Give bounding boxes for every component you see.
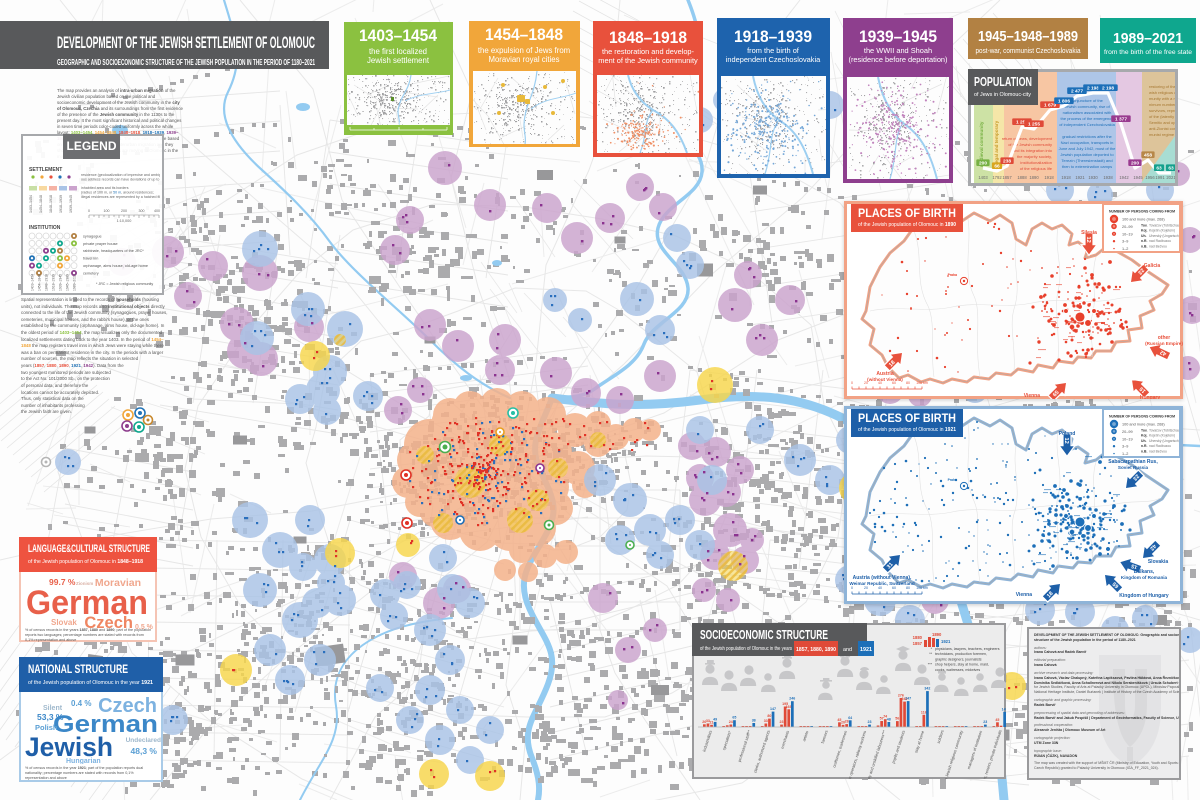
- svg-text:INSTITUTION: INSTITUTION: [29, 225, 61, 231]
- svg-text:1403–1454: 1403–1454: [359, 26, 437, 45]
- svg-text:the first localized: the first localized: [369, 47, 427, 56]
- svg-text:1848–1918: 1848–1918: [45, 274, 49, 291]
- svg-text:travel inn: travel inn: [83, 257, 98, 261]
- svg-text:illegal residences are represe: illegal residences are represented by a …: [81, 195, 160, 199]
- svg-text:1945–1989: 1945–1989: [66, 274, 70, 291]
- svg-text:1939–1945: 1939–1945: [59, 274, 63, 291]
- svg-text:1918–1939: 1918–1939: [52, 274, 56, 291]
- svg-text:SETTLEMENT: SETTLEMENT: [29, 167, 62, 173]
- svg-text:(radius of 100 m, or 50 m, aro: (radius of 100 m, or 50 m, around reside…: [81, 191, 154, 195]
- svg-text:200: 200: [121, 209, 127, 213]
- svg-text:* JRC = Jewish religious commu: * JRC = Jewish religious community: [96, 282, 153, 286]
- svg-text:1:10,000: 1:10,000: [117, 219, 132, 223]
- svg-text:cemetery: cemetery: [83, 271, 99, 275]
- svg-text:inhabited area and its borders: inhabited area and its borders: [81, 186, 129, 190]
- svg-text:1848–1918: 1848–1918: [49, 195, 53, 213]
- svg-text:1403–1454: 1403–1454: [31, 274, 35, 291]
- svg-text:synagogue: synagogue: [83, 234, 102, 238]
- svg-text:100: 100: [104, 209, 110, 213]
- svg-text:DEVELOPMENT OF THE JEWISH SETT: DEVELOPMENT OF THE JEWISH SETTLEMENT OF …: [57, 34, 315, 52]
- svg-text:1989–2021: 1989–2021: [73, 274, 77, 291]
- svg-text:400 m: 400 m: [154, 209, 160, 213]
- svg-text:orphanage, alms house, old-age: orphanage, alms house, old-age home: [83, 264, 148, 268]
- svg-text:GEOGRAPHIC AND SOCIOECONOMIC S: GEOGRAPHIC AND SOCIOECONOMIC STRUCTURE O…: [57, 57, 315, 67]
- svg-text:1454–1848: 1454–1848: [38, 274, 42, 291]
- svg-text:1918–1939: 1918–1939: [59, 195, 63, 213]
- svg-text:rabbinate, headquarters of the: rabbinate, headquarters of the JRC*: [83, 249, 144, 253]
- svg-text:1403–1454: 1403–1454: [29, 195, 33, 213]
- svg-text:0: 0: [88, 209, 90, 213]
- svg-text:300: 300: [139, 209, 145, 213]
- svg-text:ous address records can have d: ous address records can have deviations …: [81, 178, 160, 182]
- svg-text:residence (geolocalization of: residence (geolocalization of imprecise …: [81, 173, 160, 177]
- svg-text:1939–1945: 1939–1945: [69, 195, 73, 213]
- svg-text:private prayer house: private prayer house: [83, 242, 118, 246]
- svg-text:1454–1848: 1454–1848: [39, 195, 43, 213]
- svg-text:Jewish settlement: Jewish settlement: [367, 56, 430, 65]
